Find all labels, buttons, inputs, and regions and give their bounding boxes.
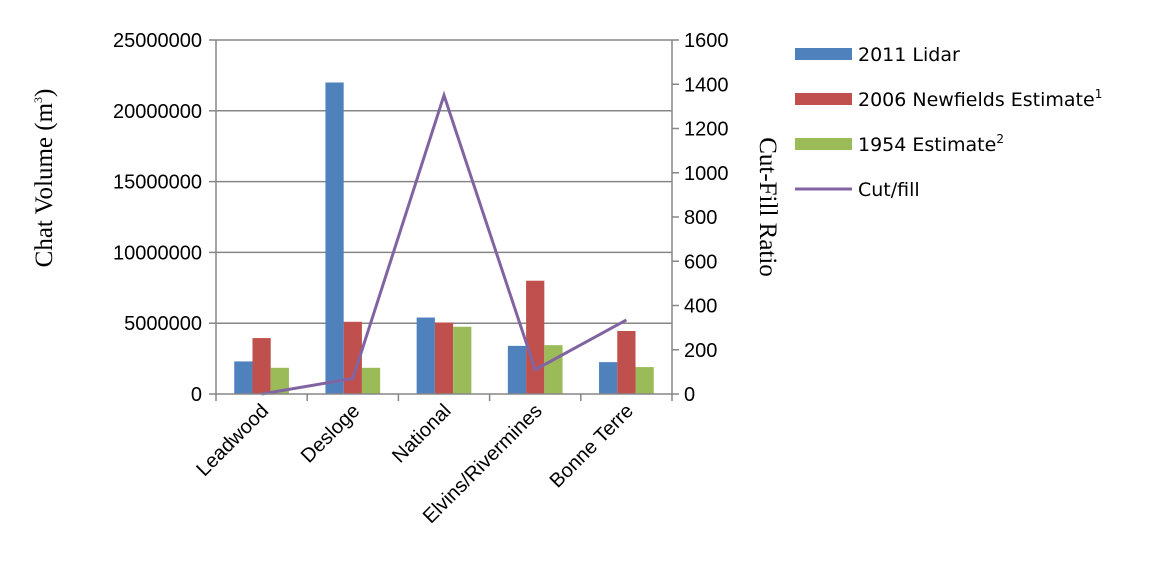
left-tick-label: 25000000: [113, 30, 202, 52]
right-tick-label: 1000: [684, 163, 729, 185]
left-tick-label: 20000000: [113, 101, 202, 123]
bar-2011-lidar-elvins-rivermines: [507, 345, 527, 394]
left-axis-title-text: Chat Volume (m: [31, 102, 58, 267]
legend: 2011 Lidar 2006 Newfields Estimate1 1954 E…: [795, 44, 1102, 201]
right-tick-label: 0: [684, 384, 695, 406]
legend-swatch: [795, 48, 852, 60]
category-label: National: [388, 400, 455, 467]
left-axis-title-suffix: ): [31, 89, 58, 97]
bar-2011-lidar-national: [416, 317, 435, 394]
legend-label: 2011 Lidar: [858, 44, 960, 66]
right-axis-ticks: 0 200 400 600 800 1000 1200 1400 1600: [684, 30, 729, 406]
right-tick-label: 1200: [684, 119, 729, 141]
right-tick-label: 1400: [684, 74, 729, 96]
grid-lines: [216, 39, 672, 324]
bar-2011-lidar-bonne-terre: [599, 362, 618, 394]
bars: [234, 82, 654, 394]
legend-label: Cut/fill: [858, 179, 920, 201]
category-label: Desloge: [297, 400, 364, 467]
bar-2006-newfields-estimate-national: [434, 322, 454, 394]
bar-1954-estimate-national: [453, 326, 472, 394]
category-label: Bonne Terre: [546, 400, 638, 492]
bar-2006-newfields-estimate-leadwood: [252, 338, 271, 394]
right-tick-label: 1600: [684, 30, 729, 52]
axes: [209, 39, 679, 401]
bar-1954-estimate-elvins-rivermines: [544, 345, 563, 394]
bar-2011-lidar-leadwood: [234, 361, 253, 394]
right-tick-label: 200: [684, 340, 717, 362]
bar-2006-newfields-estimate-elvins-rivermines: [526, 280, 545, 394]
left-tick-label: 15000000: [113, 172, 202, 194]
left-tick-label: 5000000: [124, 313, 202, 335]
bar-1954-estimate-leadwood: [270, 367, 289, 394]
legend-swatch: [795, 138, 852, 150]
bar-1954-estimate-desloge: [361, 367, 381, 394]
bar-1954-estimate-bonne-terre: [635, 367, 654, 394]
bar-2006-newfields-estimate-desloge: [343, 321, 362, 394]
legend-swatch: [795, 93, 852, 105]
left-axis-title: Chat Volume (m3): [31, 89, 58, 268]
right-tick-label: 600: [684, 251, 717, 273]
bar-2011-lidar-desloge: [325, 82, 344, 394]
left-tick-label: 0: [191, 384, 202, 406]
left-axis-ticks: 0 5000000 10000000 15000000 20000000 25000000: [113, 30, 202, 406]
right-tick-label: 400: [684, 296, 717, 318]
bar-2006-newfields-estimate-bonne-terre: [617, 330, 636, 394]
legend-label: 1954 Estimate2: [858, 132, 1004, 156]
right-axis-title: Cut-Fill Ratio: [754, 137, 781, 277]
category-label: Leadwood: [192, 400, 273, 481]
left-tick-label: 10000000: [113, 242, 202, 264]
legend-label: 2006 Newfields Estimate1: [858, 87, 1102, 111]
left-axis-title-sup: 3: [31, 97, 45, 103]
category-labels: Leadwood Desloge NationalElvins/Rivermines…: [192, 400, 638, 528]
right-tick-label: 800: [684, 207, 717, 229]
